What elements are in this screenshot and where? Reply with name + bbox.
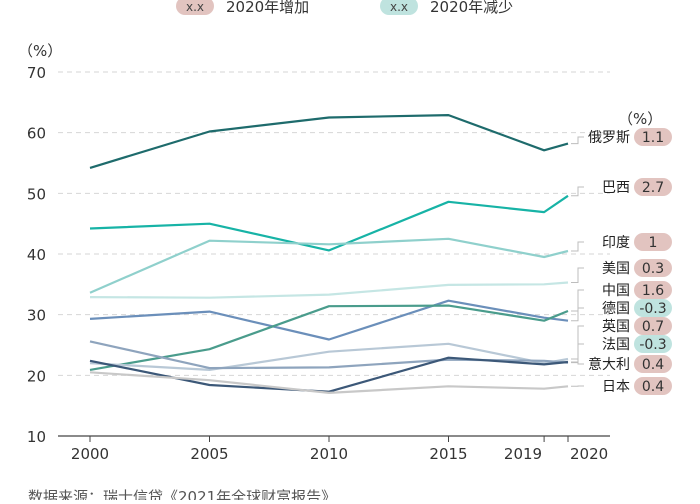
y-tick-label: 70 xyxy=(27,64,46,82)
legend-increase-label: 2020年增加 xyxy=(226,0,309,16)
leader-line xyxy=(571,242,584,251)
leader-line xyxy=(571,268,584,283)
series-name-label: 英国 xyxy=(602,318,630,335)
series-name-label: 美国 xyxy=(602,261,630,277)
change-value: 1.6 xyxy=(642,283,664,299)
change-value: -0.3 xyxy=(639,301,666,317)
change-value: -0.3 xyxy=(639,337,666,353)
x-tick-label: 2015 xyxy=(429,445,467,463)
y-axis-unit-label: （%） xyxy=(18,42,62,60)
legend-decrease-label: 2020年减少 xyxy=(430,0,513,16)
series-name-label: 印度 xyxy=(602,235,630,251)
series-name-label: 德国 xyxy=(602,301,630,317)
y-tick-label: 20 xyxy=(27,367,46,385)
series-name-label: 日本 xyxy=(602,379,630,395)
source-note: 数据来源：瑞士信贷《2021年全球财富报告》 xyxy=(28,488,336,500)
y-tick-label: 30 xyxy=(27,307,46,325)
change-unit-label: （%） xyxy=(618,110,662,128)
leader-line xyxy=(571,308,584,311)
change-value: 1 xyxy=(649,235,658,251)
change-value: 0.7 xyxy=(642,319,664,335)
series-name-label: 巴西 xyxy=(602,180,630,196)
series-line-巴西 xyxy=(90,196,568,251)
series-name-label: 俄罗斯 xyxy=(588,130,630,146)
legend-decrease-badge: x.x xyxy=(390,0,408,14)
y-tick-label: 40 xyxy=(27,246,46,264)
legend: x.x 2020年增加 x.x 2020年减少 xyxy=(176,0,513,16)
leader-line xyxy=(571,290,584,321)
change-value: 0.3 xyxy=(642,261,664,277)
y-tick-label: 50 xyxy=(27,185,46,203)
x-tick-label: 2020 xyxy=(570,445,608,463)
series-name-label: 意大利 xyxy=(588,356,630,373)
leader-line xyxy=(571,137,584,144)
x-tick-label: 2000 xyxy=(71,445,109,463)
y-tick-label: 10 xyxy=(27,428,46,446)
series-line-美国 xyxy=(90,283,568,298)
change-value: 2.7 xyxy=(642,180,664,196)
x-tick-label: 2010 xyxy=(310,445,348,463)
series-name-label: 中国 xyxy=(602,283,630,299)
leader-line xyxy=(571,187,584,196)
x-tick-label: 2019 xyxy=(504,445,542,463)
change-value: 0.4 xyxy=(642,379,664,395)
legend-increase-badge: x.x xyxy=(186,0,204,14)
series-name-label: 法国 xyxy=(602,337,630,353)
y-tick-label: 60 xyxy=(27,125,46,143)
series-line-俄罗斯 xyxy=(90,115,568,168)
leader-line xyxy=(571,344,584,363)
change-value: 0.4 xyxy=(642,357,664,373)
change-value: 1.1 xyxy=(642,130,664,146)
series-line-法国 xyxy=(90,341,568,368)
x-tick-label: 2005 xyxy=(190,445,228,463)
